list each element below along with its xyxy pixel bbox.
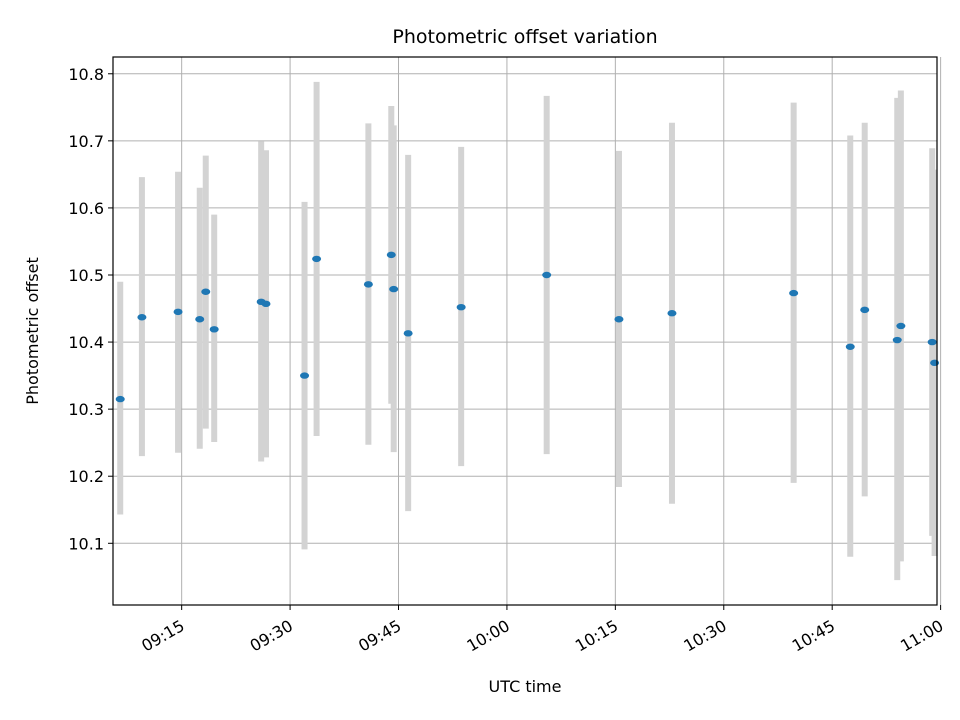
data-point [386,251,396,259]
plot-frame [112,56,938,606]
y-axis-label: Photometric offset [23,257,42,405]
data-point [542,271,552,279]
data-point [363,281,373,288]
data-point [845,343,855,350]
data-point [137,314,147,321]
data-point [209,326,219,333]
data-point [173,308,183,316]
data-point [860,306,870,314]
chart-title: Photometric offset variation [392,26,657,48]
data-point [789,289,799,297]
data-point [927,338,937,346]
data-points [115,251,940,403]
data-point [312,255,322,263]
y-tick-label: 10.7 [68,132,104,151]
data-point [195,316,205,323]
grid [113,57,942,605]
y-tick-label: 10.6 [68,199,104,218]
data-point [389,285,399,293]
y-axis-ticks: 10.1 10.2 10.3 10.4 10.5 10.6 10.7 10.8 [68,65,113,553]
data-point [892,336,902,344]
plot-area [113,57,937,605]
y-tick-label: 10.1 [68,534,104,553]
data-point [201,288,211,295]
data-point [115,395,125,403]
data-point [896,322,906,330]
y-tick-label: 10.4 [68,333,104,352]
data-point [667,310,677,317]
data-point [930,359,940,367]
data-point [300,372,310,379]
y-tick-label: 10.2 [68,467,104,486]
data-point [261,300,271,308]
y-tick-label: 10.8 [68,65,104,84]
y-tick-label: 10.3 [68,400,104,419]
x-axis-label: UTC time [489,677,562,696]
data-point [456,303,466,311]
data-point [403,330,413,337]
y-tick-label: 10.5 [68,266,104,285]
data-point [614,316,624,323]
